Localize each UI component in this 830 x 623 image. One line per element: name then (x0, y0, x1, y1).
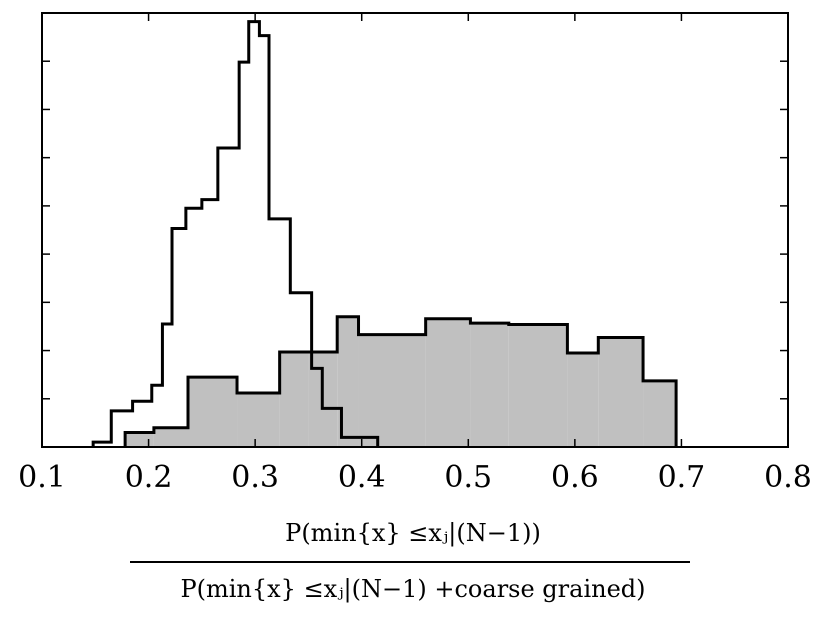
histogram-step-line (91, 20, 380, 447)
histogram-bin (172, 229, 186, 447)
histogram-bin (470, 323, 509, 447)
histogram-bin (643, 380, 677, 447)
x-tick-label: 0.8 (764, 460, 812, 495)
series-1 (123, 315, 678, 447)
x-tick-label: 0.4 (338, 460, 386, 495)
histogram-bin (358, 334, 426, 447)
histogram-bin (508, 324, 568, 447)
x-tick-label: 0.5 (444, 460, 492, 495)
plot-frame (41, 12, 789, 448)
x-axis-label-denominator: P(min{x} ≤xⱼ|(N−1) +coarse grained) (180, 575, 645, 604)
histogram-bin (567, 352, 599, 447)
histogram-step-line (123, 315, 678, 447)
histogram-bin (598, 337, 644, 447)
histogram-bin (237, 392, 280, 447)
histogram-bin (425, 318, 471, 447)
histogram-bin (279, 352, 309, 447)
tick-layer: 0.1 0.2 0.3 0.4 0.5 0.6 0.7 0.8 (18, 12, 812, 495)
x-tick-label: 0.3 (231, 460, 279, 495)
histogram-bin (153, 427, 189, 447)
histogram-bin (188, 377, 238, 447)
x-tick-label: 0.1 (18, 460, 66, 495)
x-tick-label: 0.6 (551, 460, 599, 495)
histogram-bin (125, 432, 154, 447)
x-tick-label: 0.7 (658, 460, 706, 495)
series-0 (91, 20, 380, 447)
x-axis-label: P(min{x} ≤xⱼ|(N−1)) P(min{x} ≤xⱼ|(N−1) +… (130, 519, 690, 604)
series-layer (91, 20, 678, 447)
x-axis-label-numerator: P(min{x} ≤xⱼ|(N−1)) (285, 519, 541, 548)
x-tick-label: 0.2 (125, 460, 173, 495)
histogram-bin (249, 22, 260, 447)
